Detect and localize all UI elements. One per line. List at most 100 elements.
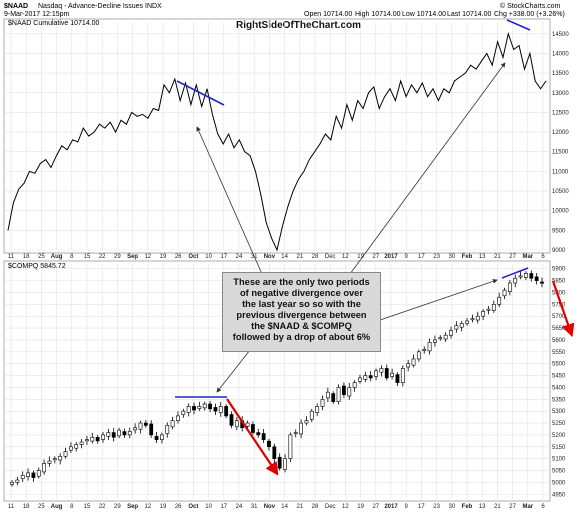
candle-body <box>224 406 229 417</box>
naad-point <box>217 133 219 135</box>
x-tick-label: 27 <box>509 504 516 510</box>
naad-point <box>319 143 321 145</box>
chg-label: Chg +338.00 (+3.26%) <box>494 11 565 18</box>
candle-body <box>58 455 63 461</box>
naad-point <box>249 155 251 156</box>
naad-point <box>228 133 229 135</box>
naad-point <box>378 108 380 109</box>
y-tick-label: 12500 <box>552 110 569 116</box>
x-tick-label: 23 <box>433 504 440 510</box>
candle-body <box>159 434 164 440</box>
x-tick-label: 21 <box>494 504 501 510</box>
x-tick-label: Mar <box>522 254 533 260</box>
x-tick-label: Dec <box>325 504 336 510</box>
x-tick-label: 13 <box>479 254 486 260</box>
candle-body <box>229 414 234 426</box>
y-tick-label: 5450 <box>552 374 566 380</box>
naad-point <box>411 84 412 86</box>
naad-point <box>400 80 402 82</box>
y-tick-label: 5600 <box>552 338 566 344</box>
naad-point <box>540 88 541 90</box>
naad-point <box>152 108 154 109</box>
naad-point <box>93 131 95 133</box>
naad-point <box>147 118 149 119</box>
last-label: Last 10714.00 <box>447 11 491 18</box>
x-tick-label: 29 <box>114 504 121 510</box>
naad-point <box>545 80 547 82</box>
candle-body <box>325 391 330 399</box>
candle-body <box>143 422 148 426</box>
naad-point <box>427 96 428 97</box>
y-tick-label: 5550 <box>552 350 566 356</box>
candle-body <box>165 425 170 434</box>
y-tick-label: 5150 <box>552 445 566 451</box>
naad-point <box>7 230 9 231</box>
candle-body <box>256 432 261 436</box>
top-y-axis: 9000 9500 10000 10500 11000 11500 12000 12500 13… <box>552 32 569 254</box>
naad-point <box>99 123 100 125</box>
x-tick-label: 21 <box>296 254 303 260</box>
naad-point <box>83 127 84 129</box>
x-tick-label: 6 <box>541 504 545 510</box>
naad-point <box>518 45 520 46</box>
naad-point <box>362 108 364 109</box>
y-tick-label: 12000 <box>552 130 569 136</box>
candle-body <box>363 375 368 380</box>
naad-point <box>470 64 471 66</box>
candle-body <box>352 382 357 388</box>
x-tick-label: 26 <box>175 504 182 510</box>
candle-body <box>358 377 362 382</box>
naad-point <box>39 163 41 164</box>
candle-body <box>427 342 432 352</box>
candle-body <box>518 275 523 278</box>
naad-point <box>432 88 434 90</box>
naad-point <box>357 100 359 101</box>
candle-body <box>288 434 293 459</box>
candle-body <box>85 439 89 442</box>
naad-point <box>346 104 348 105</box>
naad-point <box>287 206 289 208</box>
candle-body <box>416 351 421 360</box>
naad-point <box>502 57 504 58</box>
candle-body <box>245 422 250 427</box>
candle-body <box>138 422 143 430</box>
naad-point <box>491 64 493 66</box>
pointer-to-compq-oct <box>216 349 251 393</box>
candle-body <box>342 385 346 395</box>
candle-body <box>208 403 212 410</box>
candle-body <box>181 410 186 415</box>
candle-body <box>272 446 277 459</box>
naad-point <box>368 92 369 94</box>
x-tick-label: 28 <box>312 254 319 260</box>
candle-body <box>475 315 480 321</box>
candle-body <box>438 337 443 340</box>
naad-point <box>13 202 14 204</box>
candle-body <box>497 296 502 305</box>
candle-body <box>491 304 496 311</box>
candle-body <box>384 368 389 379</box>
naad-point <box>475 68 477 70</box>
candle-body <box>454 325 459 330</box>
naad-point <box>45 159 46 160</box>
naad-point <box>465 72 466 74</box>
x-tick-label: 29 <box>114 254 121 260</box>
candle-body <box>63 451 68 457</box>
compq-series <box>10 270 544 487</box>
x-tick-label: Nov <box>264 254 276 260</box>
naad-point <box>222 143 224 145</box>
callout-line: These are the only two periods <box>233 277 370 287</box>
x-tick-label: 10 <box>205 504 212 510</box>
x-tick-label: 21 <box>494 254 501 260</box>
naad-point <box>185 82 186 84</box>
naad-point <box>486 53 488 54</box>
candle-body <box>309 410 314 420</box>
naad-point <box>109 121 111 123</box>
x-tick-label: 17 <box>220 504 227 510</box>
naad-point <box>298 178 299 180</box>
x-tick-label: 30 <box>448 504 455 510</box>
x-tick-label: 18 <box>23 254 30 260</box>
x-tick-label: Aug <box>51 504 63 510</box>
naad-point <box>120 119 122 121</box>
naad-point <box>169 92 170 94</box>
candle-body <box>154 436 159 440</box>
